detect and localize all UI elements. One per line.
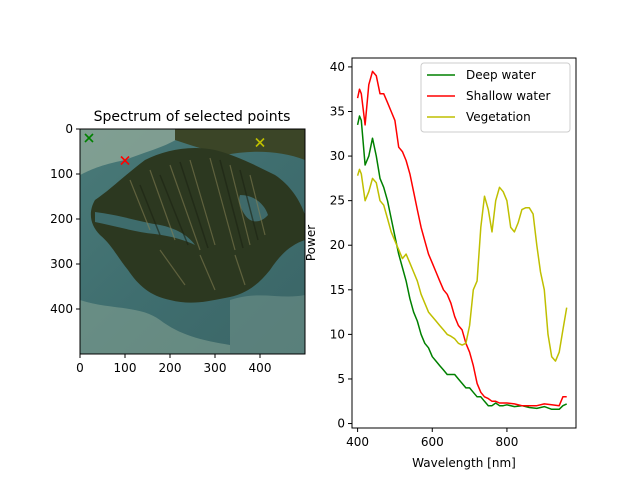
y-tick-label: 30 (330, 149, 345, 163)
series-line-deep-water (356, 115, 568, 411)
y-tick-label: 10 (330, 327, 345, 341)
image-title: Spectrum of selected points (94, 109, 291, 125)
legend-label: Deep water (466, 68, 536, 82)
image-x-tick-label: 200 (159, 361, 182, 375)
image-y-tick-label: 200 (50, 212, 73, 226)
y-tick-label: 35 (330, 104, 345, 118)
y-tick-label: 5 (337, 372, 345, 386)
image-frame (79, 128, 306, 355)
image-axes: Spectrum of selected points (50, 109, 306, 375)
image-y-tick-label: 300 (50, 257, 73, 271)
y-tick-label: 25 (330, 194, 345, 208)
legend-entry: Vegetation (427, 110, 531, 124)
image-x-tick-label: 400 (249, 361, 272, 375)
legend-box (420, 62, 571, 133)
series-line-shallow-water (356, 70, 567, 407)
x-tick-label: 400 (346, 435, 369, 449)
line-chart-frame (351, 57, 577, 429)
image-y-tick-label: 400 (50, 302, 73, 316)
y-tick-label: 15 (330, 283, 345, 297)
legend-label: Vegetation (466, 110, 531, 124)
legend-label: Shallow water (466, 89, 550, 103)
legend: Deep water Shallow water Vegetation (420, 62, 571, 133)
marker-shallow-water (120, 155, 130, 166)
x-tick-label: 600 (421, 435, 444, 449)
legend-entry: Deep water (427, 68, 536, 82)
marker-deep-water (84, 133, 94, 143)
x-tick-label: 800 (495, 435, 518, 449)
satellite-image (80, 129, 305, 354)
image-x-tick-label: 100 (114, 361, 137, 375)
x-axis-label: Wavelength [nm] (412, 456, 516, 470)
marker-vegetation (255, 137, 265, 148)
y-tick-label: 0 (337, 417, 345, 431)
image-y-tick-label: 100 (50, 167, 73, 181)
image-x-tick-label: 300 (204, 361, 227, 375)
image-x-tick-label: 0 (76, 361, 84, 375)
y-tick-label: 40 (330, 60, 345, 74)
legend-entry: Shallow water (427, 89, 550, 103)
y-axis-label: Power (304, 225, 318, 261)
series-line-vegetation (356, 168, 568, 362)
image-y-tick-label: 0 (65, 122, 73, 136)
line-chart-axes: 400 600 800 0 5 10 15 20 25 30 35 40 Wavelength [nm… (304, 57, 577, 470)
y-tick-label: 20 (330, 238, 345, 252)
